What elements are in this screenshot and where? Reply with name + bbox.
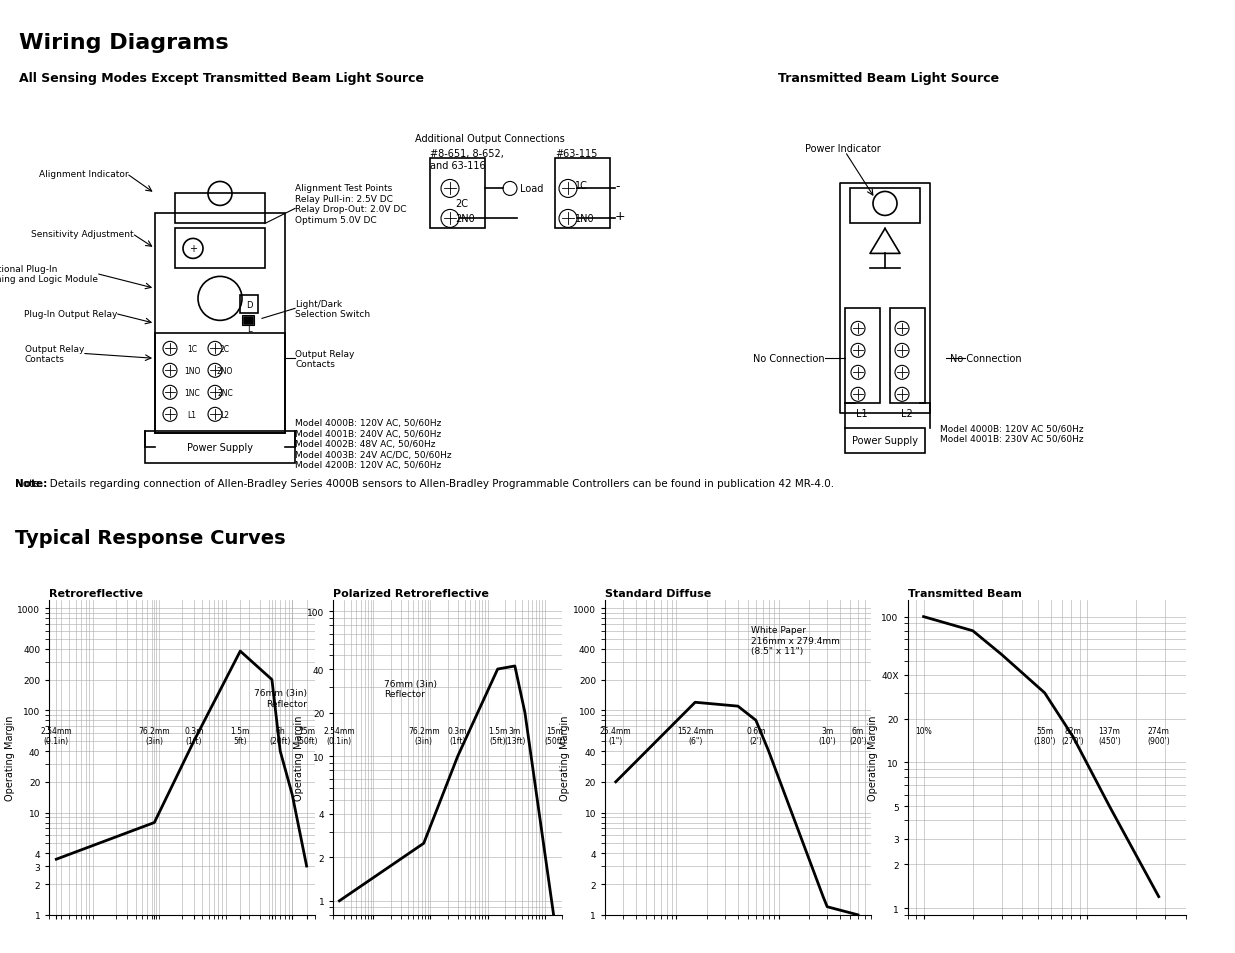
Text: Power Supply: Power Supply — [852, 436, 918, 446]
Text: Sensitivity Adjustment: Sensitivity Adjustment — [31, 230, 135, 238]
Text: Light/Dark
Selection Switch: Light/Dark Selection Switch — [295, 299, 370, 318]
Bar — [156, 334, 285, 434]
Text: Note:: Note: — [15, 478, 47, 489]
Text: Standard Diffuse: Standard Diffuse — [605, 588, 711, 598]
Text: Model 4000B: 120V AC 50/60Hz
Model 4001B: 230V AC 50/60Hz: Model 4000B: 120V AC 50/60Hz Model 4001B… — [940, 424, 1083, 443]
Y-axis label: Operating Margin: Operating Margin — [5, 715, 15, 801]
Text: 10%: 10% — [915, 726, 932, 735]
Text: No Connection: No Connection — [950, 354, 1021, 364]
Text: No Connection: No Connection — [753, 354, 825, 364]
Text: 82m
(270'): 82m (270') — [1062, 726, 1084, 745]
Text: 76.2mm
(3in): 76.2mm (3in) — [138, 726, 170, 745]
Text: Optional Plug-In
Timing and Logic Module: Optional Plug-In Timing and Logic Module — [0, 264, 98, 284]
Text: L2: L2 — [902, 409, 913, 419]
Text: Power Indicator: Power Indicator — [805, 144, 881, 154]
Text: 1.5m
(5ft): 1.5m (5ft) — [488, 726, 508, 745]
Text: 1C: 1C — [186, 344, 198, 354]
Y-axis label: Operating Margin: Operating Margin — [868, 715, 878, 801]
Text: Additional Output Connections: Additional Output Connections — [415, 134, 564, 144]
Text: 1NC: 1NC — [184, 389, 200, 397]
Text: 152.4mm
(6"): 152.4mm (6") — [677, 726, 714, 745]
Text: 15m
(50ft): 15m (50ft) — [296, 726, 317, 745]
Text: Note:  Details regarding connection of Allen-Bradley Series 4000B sensors to All: Note: Details regarding connection of Al… — [15, 478, 834, 489]
Text: 6h
(20ft): 6h (20ft) — [269, 726, 291, 745]
Text: 2NO: 2NO — [217, 367, 233, 375]
Text: L1: L1 — [856, 409, 868, 419]
Y-axis label: Operating Margin: Operating Margin — [561, 715, 571, 801]
Text: 1N0: 1N0 — [576, 214, 594, 224]
Text: Typical Response Curves: Typical Response Curves — [15, 528, 285, 547]
Text: 2NC: 2NC — [217, 389, 233, 397]
Y-axis label: Operating Margin: Operating Margin — [294, 715, 304, 801]
Bar — [175, 194, 266, 224]
Text: 2C: 2C — [454, 199, 468, 210]
Text: Output Relay
Contacts: Output Relay Contacts — [25, 344, 84, 364]
Bar — [144, 432, 295, 464]
Text: L: L — [247, 325, 251, 334]
Text: 76mm (3in)
Reflector: 76mm (3in) Reflector — [384, 679, 437, 699]
Text: Wiring Diagrams: Wiring Diagrams — [19, 33, 228, 53]
Bar — [243, 317, 253, 325]
Text: 2.54mm
(0.1in): 2.54mm (0.1in) — [324, 726, 356, 745]
Text: Polarized Retroreflective: Polarized Retroreflective — [333, 588, 489, 598]
Text: 76mm (3in)
Reflector: 76mm (3in) Reflector — [254, 688, 308, 708]
Text: 6m
(20'): 6m (20') — [848, 726, 867, 745]
Bar — [240, 296, 258, 314]
Text: Retroreflective: Retroreflective — [49, 588, 143, 598]
Text: All Sensing Modes Except Transmitted Beam Light Source: All Sensing Modes Except Transmitted Bea… — [19, 71, 424, 85]
Text: Transmitted Beam Light Source: Transmitted Beam Light Source — [778, 71, 999, 85]
Text: 1.5m
5ft): 1.5m 5ft) — [231, 726, 249, 745]
Text: 2N0: 2N0 — [454, 214, 474, 224]
Bar — [845, 429, 925, 454]
Text: #63-115: #63-115 — [555, 150, 598, 159]
Text: 76.2mm
(3in): 76.2mm (3in) — [408, 726, 440, 745]
Text: Transmitted Beam: Transmitted Beam — [908, 588, 1021, 598]
Text: L2: L2 — [221, 411, 230, 419]
Bar — [845, 309, 881, 404]
Text: 274m
(900'): 274m (900') — [1147, 726, 1170, 745]
Text: #8-651, 8-652,
and 63-116: #8-651, 8-652, and 63-116 — [430, 150, 504, 171]
Text: D: D — [246, 300, 252, 310]
Text: 0.3m
(1ft): 0.3m (1ft) — [448, 726, 468, 745]
Bar — [430, 159, 485, 229]
Text: L1: L1 — [188, 411, 196, 419]
Text: 55m
(180'): 55m (180') — [1034, 726, 1056, 745]
Text: 25.4mm
(1"): 25.4mm (1") — [600, 726, 631, 745]
Text: 2C: 2C — [220, 344, 230, 354]
Bar — [242, 316, 254, 326]
Text: 3m
(10'): 3m (10') — [819, 726, 836, 745]
Text: +: + — [189, 244, 198, 254]
Text: 2.54mm
(0.1in): 2.54mm (0.1in) — [41, 726, 72, 745]
Text: Alignment Indicator: Alignment Indicator — [38, 170, 128, 179]
Text: Output Relay
Contacts: Output Relay Contacts — [295, 349, 354, 369]
Text: Load: Load — [520, 184, 543, 194]
Text: 3m
(13ft): 3m (13ft) — [504, 726, 526, 745]
Bar — [555, 159, 610, 229]
Text: 15m
(50ft): 15m (50ft) — [545, 726, 566, 745]
Text: 1NO: 1NO — [184, 367, 200, 375]
Bar — [156, 214, 285, 434]
Text: White Paper
216mm x 279.4mm
(8.5" x 11"): White Paper 216mm x 279.4mm (8.5" x 11") — [751, 625, 840, 656]
Text: -: - — [615, 180, 620, 193]
Text: Alignment Test Points
Relay Pull-in: 2.5V DC
Relay Drop-Out: 2.0V DC
Optimum 5.0: Alignment Test Points Relay Pull-in: 2.5… — [295, 184, 406, 224]
Text: Plug-In Output Relay: Plug-In Output Relay — [23, 310, 117, 318]
Text: Model 4000B: 120V AC, 50/60Hz
Model 4001B: 240V AC, 50/60Hz
Model 4002B: 48V AC,: Model 4000B: 120V AC, 50/60Hz Model 4001… — [295, 419, 452, 470]
Text: 1C: 1C — [576, 181, 588, 192]
Text: Power Supply: Power Supply — [186, 443, 253, 453]
Bar — [840, 184, 930, 414]
Text: 0.6m
(2'): 0.6m (2') — [746, 726, 766, 745]
Bar — [850, 190, 920, 224]
Bar — [890, 309, 925, 404]
Text: 137m
(450'): 137m (450') — [1098, 726, 1121, 745]
Text: 0.3m
(1ft): 0.3m (1ft) — [184, 726, 204, 745]
Text: +: + — [615, 210, 626, 223]
Bar — [175, 229, 266, 269]
